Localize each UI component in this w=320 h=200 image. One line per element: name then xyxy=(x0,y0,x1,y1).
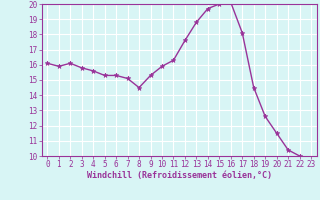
X-axis label: Windchill (Refroidissement éolien,°C): Windchill (Refroidissement éolien,°C) xyxy=(87,171,272,180)
